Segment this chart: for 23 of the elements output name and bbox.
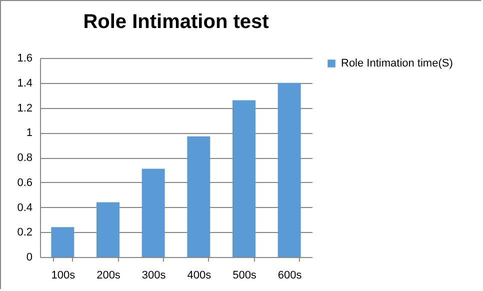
- y-tick-label: 0.6: [17, 176, 32, 189]
- y-tick-label: 1.6: [17, 52, 32, 64]
- x-tick-label: 400s: [187, 270, 212, 282]
- y-tick-label: 1: [26, 127, 32, 140]
- y-tick-label: 0: [26, 252, 32, 264]
- chart-title: Role Intimation test: [83, 11, 270, 33]
- bar: [278, 82, 301, 257]
- legend-label: Role Intimation time(S): [341, 58, 453, 70]
- y-tick-label: 0.2: [17, 226, 32, 239]
- y-tick-label: 0.8: [17, 152, 32, 164]
- y-tick-label: 0.4: [17, 202, 32, 214]
- x-tick-label: 600s: [278, 270, 302, 282]
- bar: [96, 202, 120, 257]
- bar: [232, 100, 256, 257]
- x-tick-label: 200s: [96, 270, 121, 282]
- bar: [51, 227, 74, 257]
- x-tick-label: 100s: [51, 270, 76, 282]
- y-tick-label: 1.2: [17, 102, 32, 114]
- bar: [187, 136, 210, 257]
- x-tick-label: 300s: [142, 270, 166, 282]
- y-tick-label: 1.4: [17, 77, 32, 90]
- bar: [142, 168, 165, 257]
- x-tick-label: 500s: [232, 270, 257, 282]
